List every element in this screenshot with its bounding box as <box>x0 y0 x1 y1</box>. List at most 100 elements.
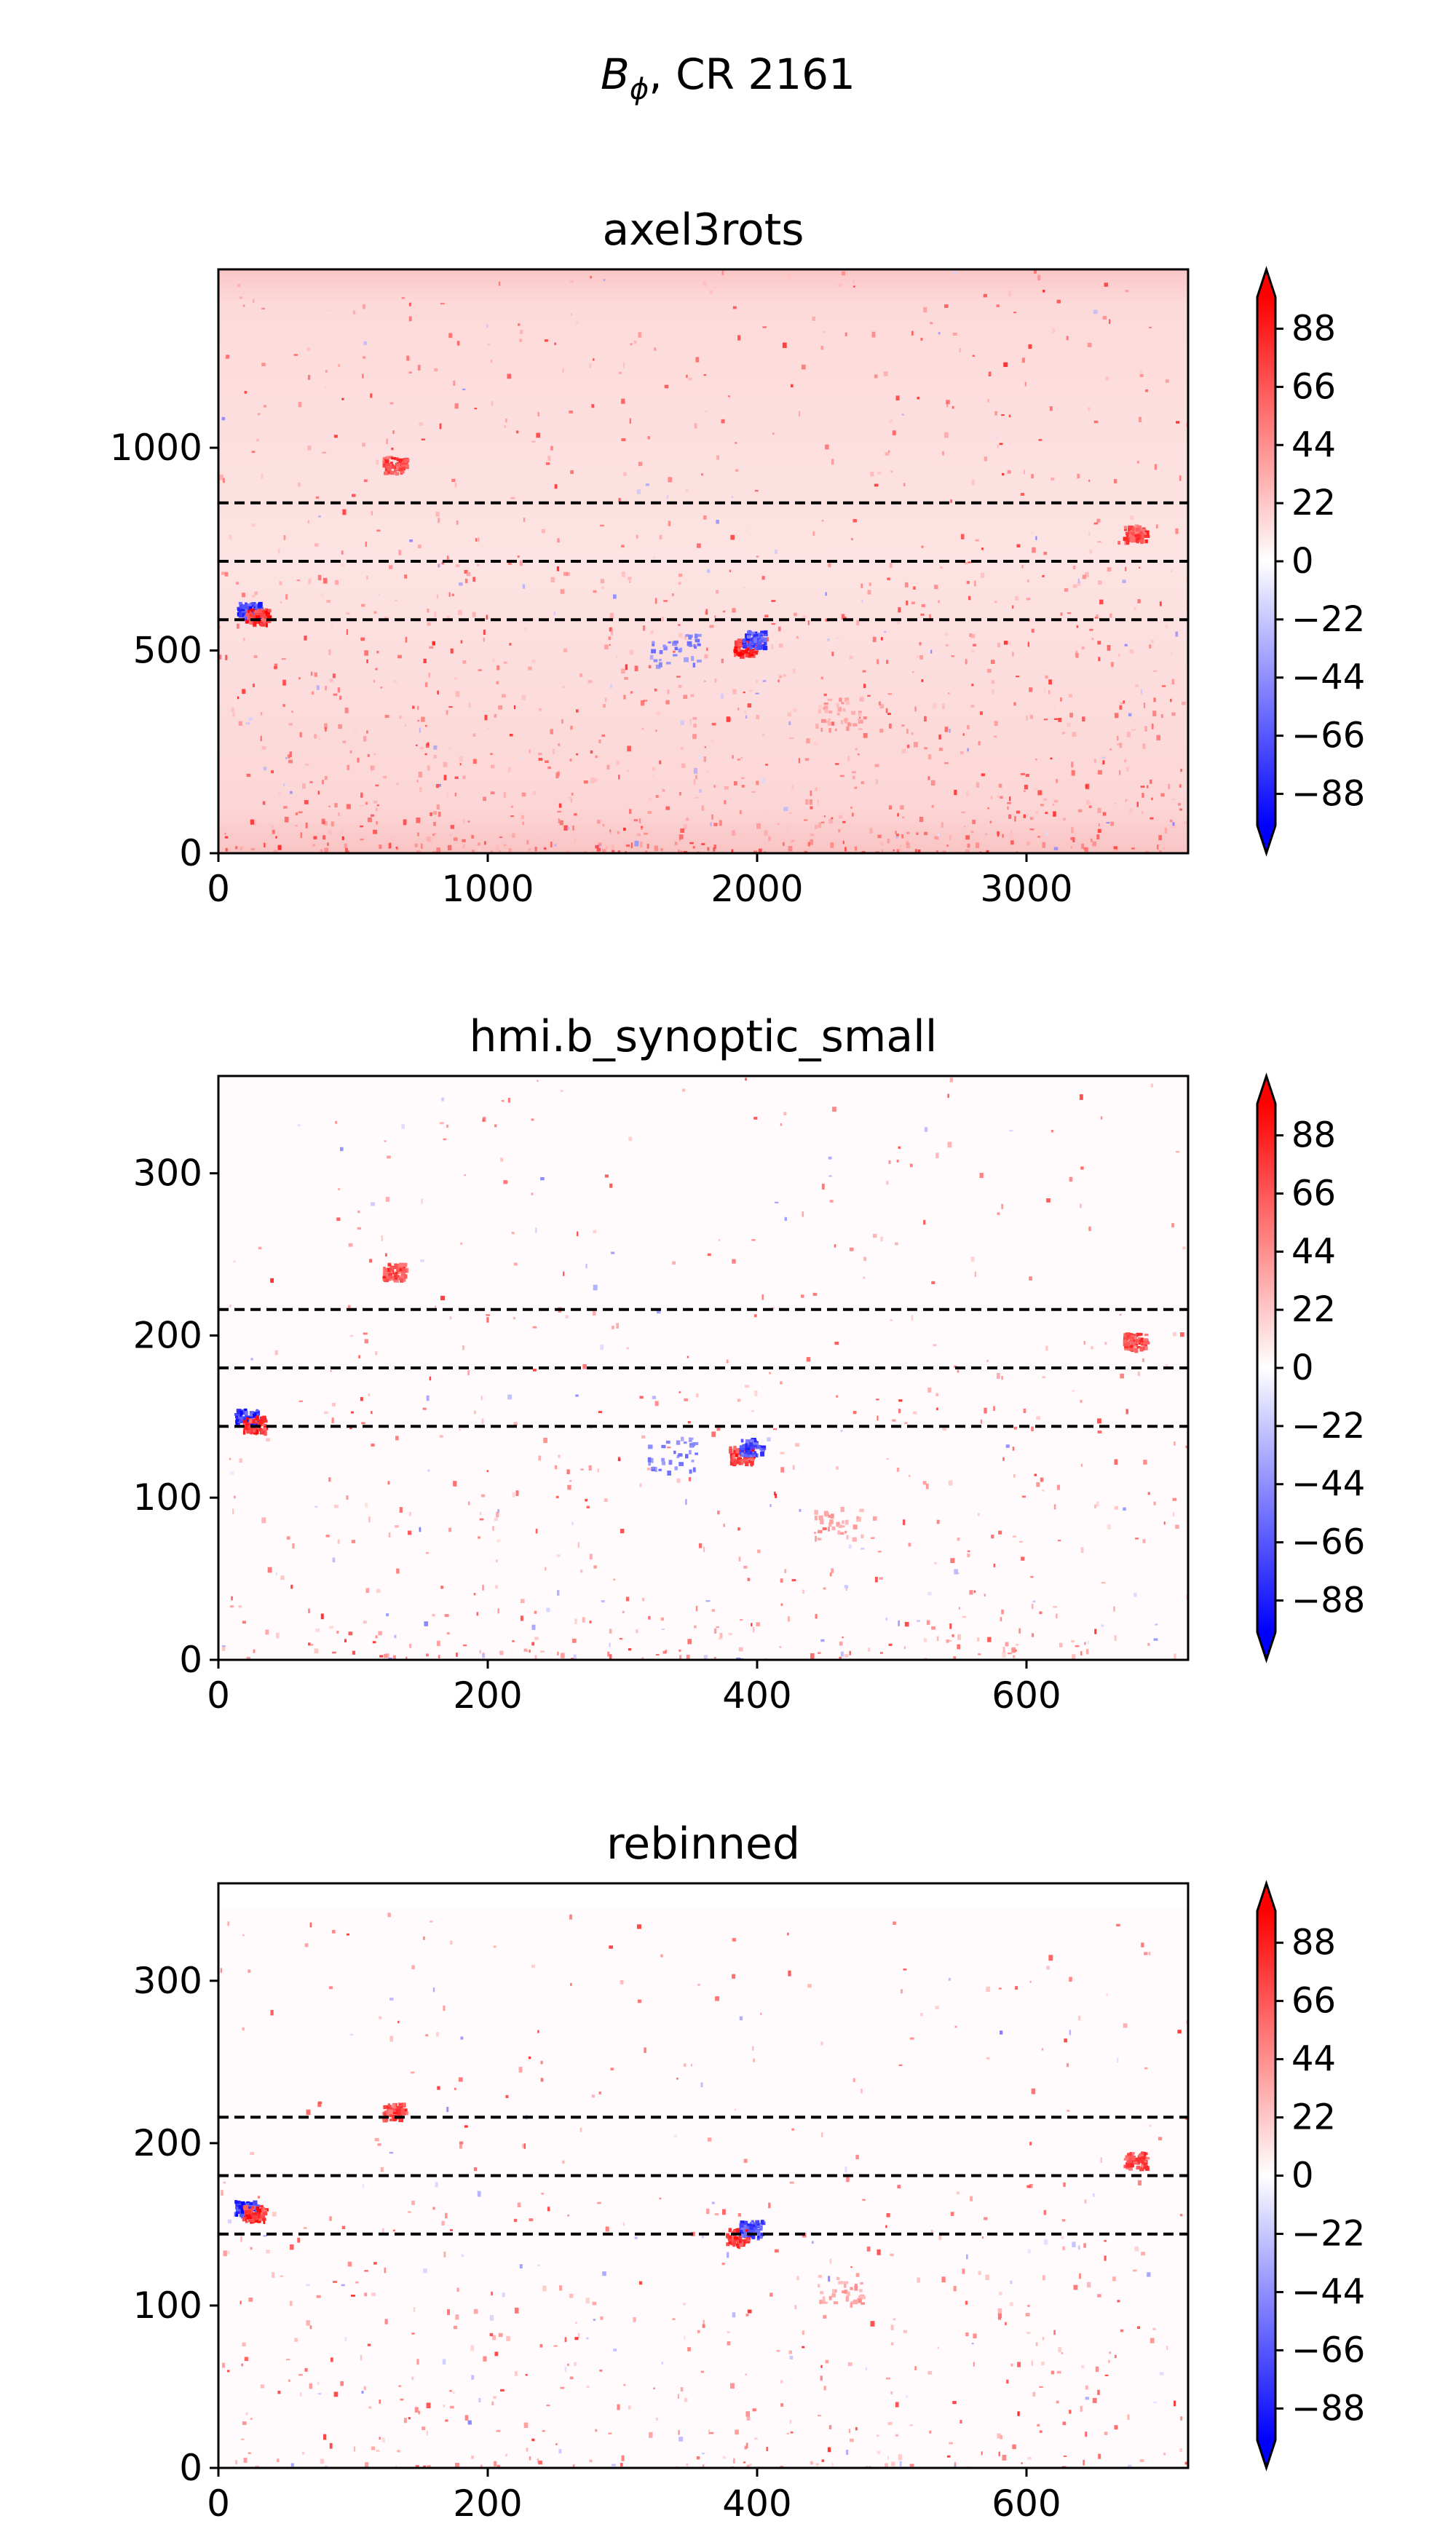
field-feature-pixel <box>1133 1345 1137 1348</box>
x-tick-label: 0 <box>207 1674 230 1717</box>
x-tick-label: 400 <box>722 1674 791 1717</box>
noise-pixel <box>346 804 351 810</box>
noise-pixel <box>298 402 302 408</box>
noise-pixel <box>464 579 468 583</box>
noise-pixel <box>899 2461 902 2467</box>
field-feature-pixel <box>678 1453 683 1457</box>
field-feature-pixel <box>746 1450 751 1455</box>
noise-pixel <box>973 2333 977 2339</box>
noise-pixel <box>582 1617 585 1623</box>
x-tick-label: 400 <box>722 2482 791 2525</box>
noise-pixel <box>648 665 652 669</box>
noise-pixel <box>710 290 713 294</box>
noise-pixel <box>621 438 626 441</box>
noise-pixel <box>633 340 637 344</box>
noise-pixel <box>1040 1477 1044 1482</box>
noise-pixel <box>1156 735 1161 741</box>
field-feature-pixel <box>1130 1337 1133 1342</box>
field-feature-pixel <box>743 1444 745 1448</box>
field-feature-pixel <box>746 2241 751 2244</box>
noise-pixel <box>1076 650 1078 654</box>
noise-pixel <box>531 1642 535 1646</box>
noise-pixel <box>831 1568 834 1573</box>
noise-pixel <box>970 2196 973 2201</box>
noise-pixel <box>713 1628 717 1634</box>
colorbar-tick-label: 66 <box>1291 366 1336 407</box>
field-feature-pixel <box>234 1413 240 1416</box>
field-feature-pixel <box>263 2220 266 2224</box>
field-feature-pixel <box>743 2224 747 2229</box>
noise-pixel <box>566 1469 570 1474</box>
field-feature-pixel <box>1136 1345 1142 1349</box>
noise-pixel <box>680 828 685 833</box>
noise-pixel <box>971 2343 974 2345</box>
field-feature-pixel <box>253 1428 256 1432</box>
noise-pixel <box>1029 714 1034 719</box>
noise-pixel <box>1158 835 1163 841</box>
field-feature-pixel <box>679 647 683 652</box>
noise-pixel <box>558 818 560 824</box>
noise-pixel <box>498 705 502 710</box>
noise-pixel <box>491 850 493 853</box>
field-feature-pixel <box>255 604 258 609</box>
noise-pixel <box>555 1495 559 1499</box>
noise-pixel <box>386 438 388 445</box>
noise-pixel <box>877 659 879 665</box>
noise-pixel <box>944 762 949 764</box>
noise-pixel <box>531 1624 536 1630</box>
noise-pixel <box>348 1243 353 1247</box>
field-feature-pixel <box>403 1266 406 1270</box>
noise-pixel <box>384 1140 387 1142</box>
noise-pixel <box>655 729 657 732</box>
field-feature-pixel <box>259 1427 262 1432</box>
noise-pixel <box>898 1620 901 1626</box>
noise-pixel <box>959 348 961 353</box>
noise-pixel <box>448 705 453 708</box>
field-feature-pixel <box>245 614 250 617</box>
noise-pixel <box>727 395 731 397</box>
noise-pixel <box>1117 735 1119 741</box>
field-feature-pixel <box>729 1461 733 1466</box>
noise-pixel <box>906 729 909 734</box>
noise-pixel <box>815 1535 817 1542</box>
noise-pixel <box>1029 828 1034 831</box>
noise-pixel <box>659 534 662 539</box>
noise-pixel <box>253 820 257 826</box>
field-feature-pixel <box>1126 2159 1132 2163</box>
noise-pixel <box>257 413 261 416</box>
noise-pixel <box>1071 761 1074 768</box>
noise-pixel <box>1012 652 1014 657</box>
noise-pixel <box>546 1607 550 1613</box>
field-feature-pixel <box>384 463 388 467</box>
noise-pixel <box>505 418 507 423</box>
noise-pixel <box>1139 566 1141 569</box>
field-feature-pixel <box>395 472 399 476</box>
noise-pixel <box>1093 309 1098 314</box>
noise-pixel <box>818 822 822 828</box>
noise-pixel <box>887 450 890 453</box>
noise-pixel <box>852 1411 857 1415</box>
noise-pixel <box>586 2385 590 2389</box>
noise-pixel <box>241 593 245 598</box>
noise-pixel <box>743 711 747 714</box>
noise-pixel <box>1053 811 1056 817</box>
noise-pixel <box>476 1612 478 1616</box>
field-feature-pixel <box>1134 529 1138 534</box>
noise-pixel <box>300 2392 302 2397</box>
field-feature-pixel <box>240 1410 243 1415</box>
noise-pixel <box>1110 662 1114 668</box>
field-feature-pixel <box>751 2224 756 2229</box>
noise-pixel <box>957 2191 960 2195</box>
noise-pixel <box>1056 1613 1058 1619</box>
noise-pixel <box>496 665 500 670</box>
noise-pixel <box>692 716 697 720</box>
noise-pixel <box>365 541 368 547</box>
noise-pixel <box>1000 2030 1003 2035</box>
noise-pixel <box>1097 541 1101 543</box>
noise-pixel <box>773 1491 776 1496</box>
noise-pixel <box>1051 477 1055 481</box>
noise-pixel <box>629 418 631 424</box>
noise-pixel <box>535 1528 538 1534</box>
noise-pixel <box>392 1655 396 1660</box>
noise-pixel <box>569 759 572 761</box>
